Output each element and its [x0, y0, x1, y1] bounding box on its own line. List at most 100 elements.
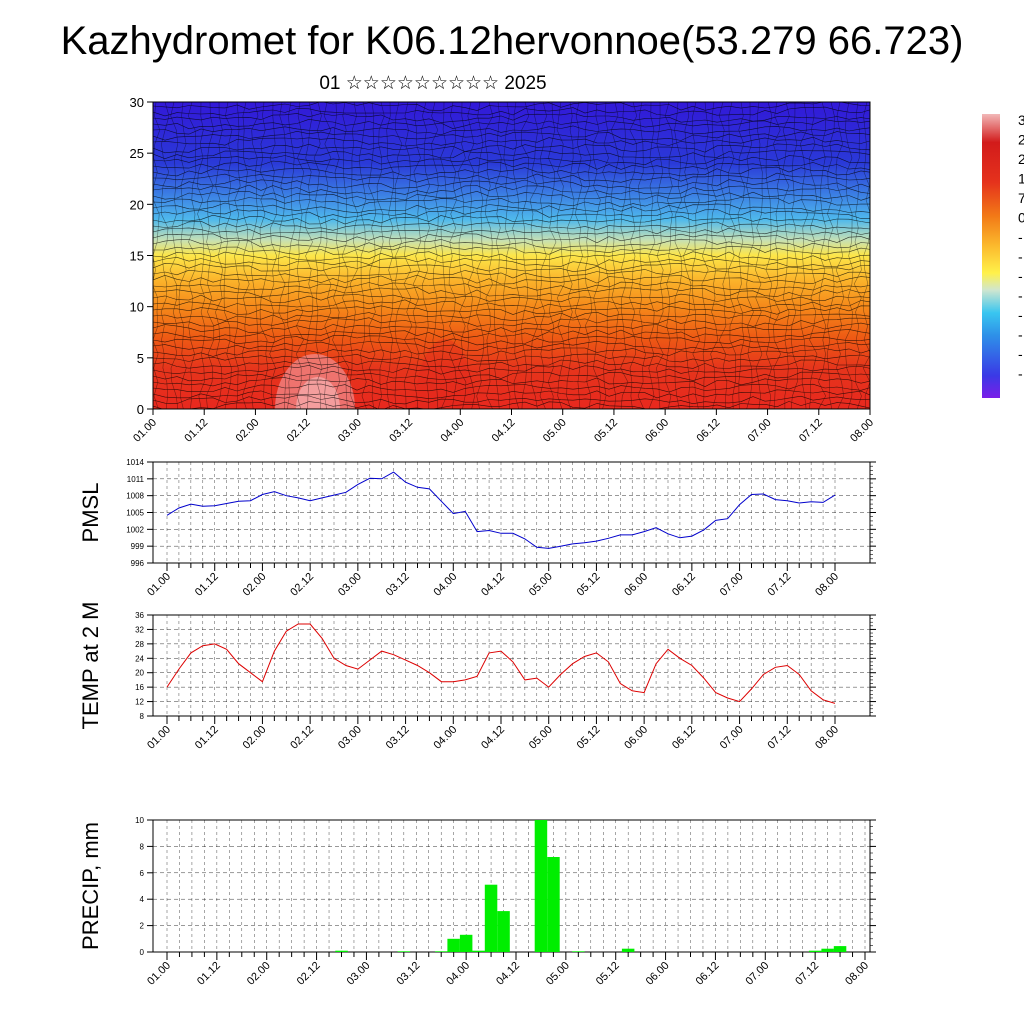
xtick-label: 07.12 — [765, 571, 793, 599]
heatmap-xtick-label: 06.00 — [643, 417, 671, 445]
colorbar-label: - — [1018, 249, 1023, 265]
xtick-label: 01.00 — [145, 724, 173, 752]
xtick-label: 08.00 — [813, 724, 841, 752]
xtick-label: 04.00 — [431, 724, 459, 752]
chart-title: Kazhydromet for K06.12hervonnoe(53.279 6… — [60, 19, 964, 63]
colorbar-label: - — [1018, 327, 1023, 343]
xtick-label: 05.12 — [575, 724, 603, 752]
precip-bar — [497, 911, 510, 952]
xtick-label: 05.12 — [575, 571, 603, 599]
heatmap-ytick-label: 15 — [130, 249, 144, 264]
xtick-label: 04.00 — [444, 960, 472, 988]
heatmap-xtick-label: 03.12 — [387, 417, 415, 445]
ytick-label: 32 — [135, 625, 144, 634]
pmsl-panel: 996 999 1002 1005 1008 1011 1014 01.00 01.12 02.0… — [78, 458, 876, 599]
ytick-label: 999 — [131, 542, 145, 551]
heatmap-xtick-label: 06.12 — [695, 417, 723, 445]
ytick-label: 12 — [135, 698, 144, 707]
temp-panel: 8 12 16 20 24 28 32 36 01.00 01.12 02.00 02.12 03.00… — [78, 602, 876, 752]
ytick-label: 16 — [135, 683, 144, 692]
xtick-label: 03.00 — [336, 571, 364, 599]
colorbar-label: - — [1018, 288, 1023, 304]
heatmap-ytick-label: 0 — [137, 402, 144, 417]
xtick-label: 01.12 — [195, 960, 223, 988]
xtick-label: 06.12 — [670, 724, 698, 752]
xtick-label: 06.12 — [670, 571, 698, 599]
xtick-label: 02.12 — [295, 960, 323, 988]
heatmap-xtick-label: 08.00 — [848, 417, 876, 445]
colorbar-label: 3 — [1018, 112, 1024, 128]
precip-bar — [447, 938, 460, 952]
xtick-label: 08.00 — [843, 960, 871, 988]
xtick-label: 04.12 — [479, 571, 507, 599]
xtick-label: 01.12 — [193, 571, 221, 599]
xtick-label: 07.12 — [793, 960, 821, 988]
xtick-label: 06.00 — [644, 960, 672, 988]
heatmap-xtick-label: 02.12 — [285, 417, 313, 445]
colorbar-label: - — [1018, 366, 1023, 382]
heatmap-ytick-label: 25 — [130, 146, 144, 161]
xtick-label: 02.00 — [245, 960, 273, 988]
xtick-label: 03.12 — [384, 724, 412, 752]
colorbar-label: - — [1018, 268, 1023, 284]
colorbar-label: 0 — [1018, 210, 1024, 226]
precip-bar — [335, 950, 348, 952]
precip-bar — [821, 948, 834, 952]
xtick-label: 07.00 — [718, 571, 746, 599]
xtick-label: 01.00 — [145, 571, 173, 599]
ytick-label: 1011 — [127, 475, 145, 484]
xtick-label: 07.12 — [765, 724, 793, 752]
colorbar: 3 2 2 1 7 0 - - - - - - - - — [982, 112, 1024, 398]
xtick-label: 05.00 — [527, 724, 555, 752]
ytick-label: 8 — [140, 712, 145, 721]
ytick-label: 1002 — [126, 525, 144, 534]
heatmap-xtick-label: 01.00 — [131, 417, 159, 445]
xtick-label: 03.00 — [345, 960, 373, 988]
xtick-label: 02.12 — [288, 571, 316, 599]
panel-frame — [152, 614, 871, 717]
cross-section-panel: 0 5 10 15 20 25 30 01.00 01.12 02.00 02.12 03.00 03.… — [130, 95, 877, 445]
xtick-label: 07.00 — [718, 724, 746, 752]
wind-streamlines — [153, 102, 870, 409]
series-line — [166, 623, 836, 704]
colorbar-label: - — [1018, 229, 1023, 245]
xtick-label: 02.00 — [241, 571, 269, 599]
precip-bar — [808, 950, 822, 952]
precip-bar — [621, 948, 635, 952]
heatmap-field — [153, 102, 870, 409]
heatmap-xtick-label: 02.00 — [234, 417, 262, 445]
precip-bar — [833, 946, 847, 952]
precip-bar — [397, 951, 411, 952]
heatmap-ytick-label: 30 — [130, 95, 144, 110]
precip-bar — [459, 934, 473, 952]
xtick-label: 01.12 — [193, 724, 221, 752]
xtick-label: 04.12 — [494, 960, 522, 988]
precip-bar — [547, 857, 560, 952]
ytick-label: 6 — [140, 869, 145, 878]
colorbar-label: - — [1018, 307, 1023, 323]
xtick-label: 07.00 — [743, 960, 771, 988]
y-axis-label: TEMP at 2 M — [78, 602, 103, 730]
colorbar-label: 2 — [1018, 151, 1024, 167]
precip-panel: 0 2 4 6 8 10 01.00 01.12 02.00 02.12 03.00 03.12 04.… — [78, 816, 876, 988]
xtick-label: 04.12 — [479, 724, 507, 752]
series-line — [166, 471, 836, 549]
heatmap-ytick-label: 10 — [130, 300, 144, 315]
xtick-label: 04.00 — [431, 571, 459, 599]
xtick-label: 06.12 — [694, 960, 722, 988]
ytick-label: 24 — [135, 654, 144, 663]
precip-bar — [572, 951, 585, 952]
xtick-label: 02.12 — [288, 724, 316, 752]
y-axis-label: PMSL — [78, 483, 103, 543]
ytick-label: 0 — [140, 948, 145, 957]
colorbar-label: 2 — [1018, 132, 1024, 148]
precip-bar — [534, 820, 548, 952]
heatmap-xtick-label: 05.00 — [541, 417, 569, 445]
y-axis-label: PRECIP, mm — [78, 822, 103, 950]
colorbar-bar — [982, 114, 1000, 398]
ytick-label: 20 — [135, 669, 144, 678]
heatmap-xtick-label: 04.12 — [490, 417, 518, 445]
xtick-label: 06.00 — [622, 724, 650, 752]
xtick-label: 06.00 — [622, 571, 650, 599]
ytick-label: 4 — [140, 895, 145, 904]
